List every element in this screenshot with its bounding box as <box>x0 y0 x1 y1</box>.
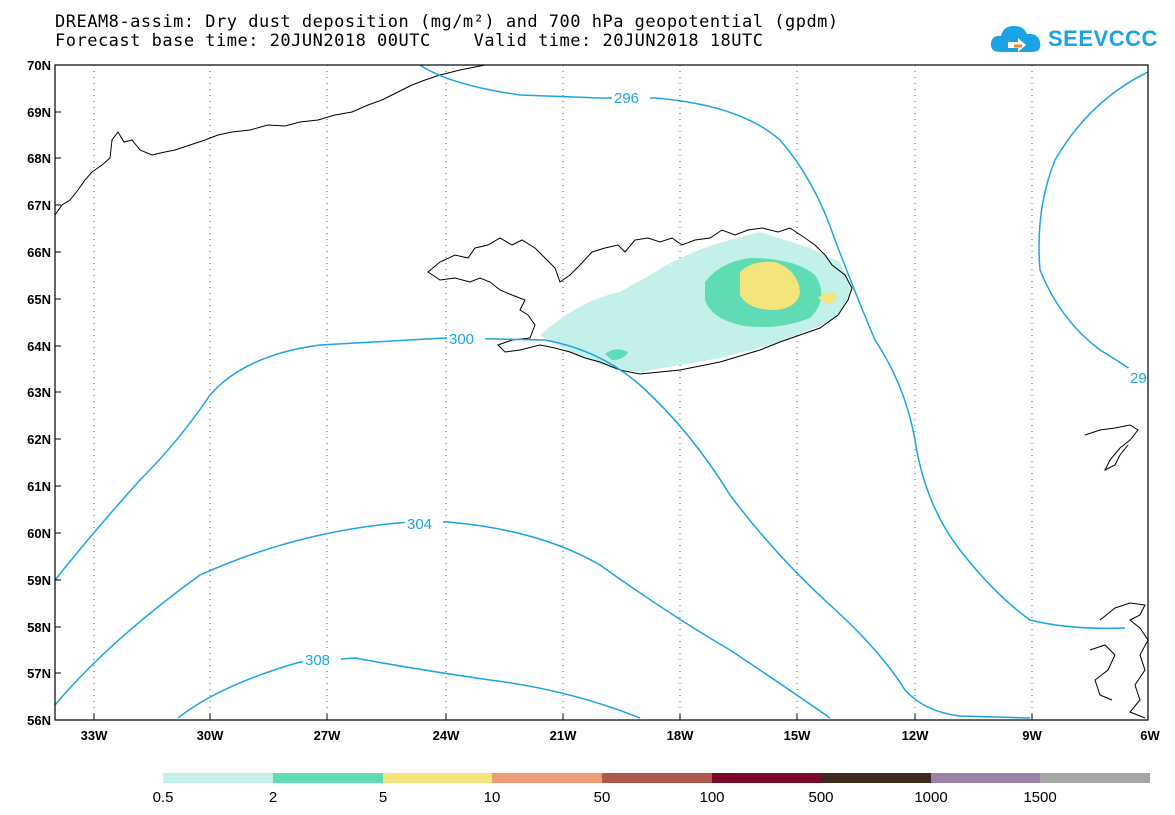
lat-label-65n: 65N <box>27 292 51 307</box>
lon-label-27w: 27W <box>314 728 341 743</box>
legend-label-7: 1000 <box>914 789 947 806</box>
legend-swatch-4 <box>602 773 712 783</box>
lon-labels: 33W 30W 27W 24W 21W 18W 15W 12W 9W 6W <box>81 728 1161 743</box>
contour-label-308: 308 <box>305 652 330 669</box>
contour-label-29: 29 <box>1130 370 1147 387</box>
logo-text: SEEVCCC <box>1048 26 1158 51</box>
lon-label-18w: 18W <box>667 728 694 743</box>
legend-swatch-6 <box>821 773 931 783</box>
map-title-line2: Forecast base time: 20JUN2018 00UTC Vali… <box>55 31 764 51</box>
legend-label-3: 10 <box>484 789 501 806</box>
map-frame <box>54 64 1149 721</box>
lon-label-30w: 30W <box>197 728 224 743</box>
lat-label-58n: 58N <box>27 620 51 635</box>
legend-labels: 0.5 2 5 10 50 100 500 1000 1500 <box>153 789 1057 806</box>
legend-label-1: 2 <box>269 789 277 806</box>
lat-label-61n: 61N <box>27 479 51 494</box>
lon-label-24w: 24W <box>433 728 460 743</box>
legend-label-6: 500 <box>808 789 833 806</box>
lat-labels: 70N 69N 68N 67N 66N 65N 64N 63N 62N 61N … <box>27 58 51 728</box>
seevccc-logo: SEEVCCC <box>988 18 1157 60</box>
contour-label-300: 300 <box>449 331 474 348</box>
legend-swatch-2 <box>383 773 492 783</box>
lon-label-21w: 21W <box>550 728 577 743</box>
contour-labels: 296 300 304 308 29 <box>303 88 1150 669</box>
lat-label-66n: 66N <box>27 245 51 260</box>
coastlines <box>54 64 1149 719</box>
lat-ticks <box>55 64 61 721</box>
legend-label-2: 5 <box>379 789 387 806</box>
lon-label-9w: 9W <box>1022 728 1042 743</box>
lon-label-33w: 33W <box>81 728 108 743</box>
legend-colorbar <box>163 773 1150 783</box>
legend-label-5: 100 <box>699 789 724 806</box>
contour-label-296: 296 <box>614 90 639 107</box>
lat-label-56n: 56N <box>27 713 51 728</box>
lat-label-59n: 59N <box>27 573 51 588</box>
lat-label-63n: 63N <box>27 385 51 400</box>
lat-label-68n: 68N <box>27 151 51 166</box>
legend-swatch-8 <box>1040 773 1150 783</box>
legend-swatch-5 <box>712 773 821 783</box>
lon-label-6w: 6W <box>1140 728 1160 743</box>
lon-ticks <box>93 714 1149 720</box>
lat-label-57n: 57N <box>27 666 51 681</box>
geopotential-contours <box>54 64 1149 719</box>
legend-swatch-1 <box>273 773 383 783</box>
lat-label-69n: 69N <box>27 105 51 120</box>
lat-label-60n: 60N <box>27 526 51 541</box>
contour-label-304: 304 <box>407 516 432 533</box>
map-title-line1: DREAM8-assim: Dry dust deposition (mg/m²… <box>55 12 839 32</box>
legend-label-4: 50 <box>594 789 611 806</box>
lon-label-12w: 12W <box>902 728 929 743</box>
cloud-logo-icon <box>990 26 1041 52</box>
lat-label-67n: 67N <box>27 198 51 213</box>
lat-label-64n: 64N <box>27 339 51 354</box>
gridlines <box>93 65 1033 720</box>
legend-label-0: 0.5 <box>153 789 174 806</box>
legend-label-8: 1500 <box>1023 789 1056 806</box>
dust-deposition-shading <box>540 232 852 372</box>
lat-label-62n: 62N <box>27 432 51 447</box>
lat-label-70n: 70N <box>27 58 51 73</box>
legend-swatch-3 <box>492 773 602 783</box>
legend-swatch-7 <box>931 773 1040 783</box>
legend-swatch-0 <box>163 773 273 783</box>
lon-label-15w: 15W <box>784 728 811 743</box>
